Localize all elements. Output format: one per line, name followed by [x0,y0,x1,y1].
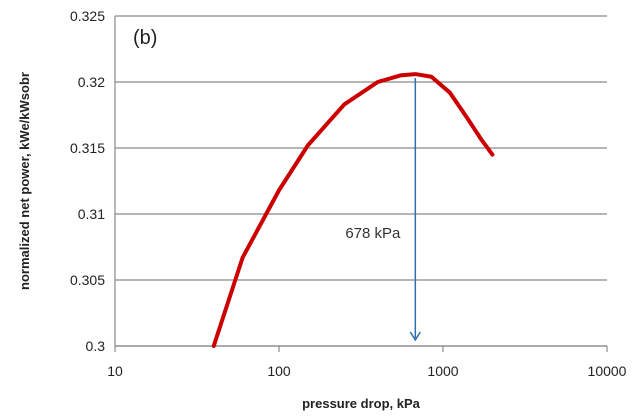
series-line [211,72,495,348]
annotation-label: 678 kPa [345,225,401,242]
tick-labels: 0.3 0.305 0.31 0.315 0.32 0.325 10 100 1000 10000 [70,8,627,379]
series-lines [211,72,495,348]
annotation-arrow-head [409,331,421,342]
x-tick-label: 10 [107,363,123,379]
panel-label: (b) [133,27,157,49]
x-tick-label: 10000 [588,363,627,379]
y-tick-label: 0.32 [78,74,105,90]
y-tick-label: 0.3 [86,338,106,354]
y-axis-title: normalized net power, kWe/kWsobr [17,72,32,290]
x-tick-label: 1000 [427,363,458,379]
y-tick-label: 0.315 [70,140,105,156]
axes [114,16,608,352]
y-tick-label: 0.305 [70,272,105,288]
annotations: 678 kPa [345,78,421,342]
y-tick-label: 0.31 [78,206,105,222]
x-axis-title: pressure drop, kPa [302,396,421,411]
y-tick-label: 0.325 [70,8,105,24]
x-tick-label: 100 [267,363,291,379]
